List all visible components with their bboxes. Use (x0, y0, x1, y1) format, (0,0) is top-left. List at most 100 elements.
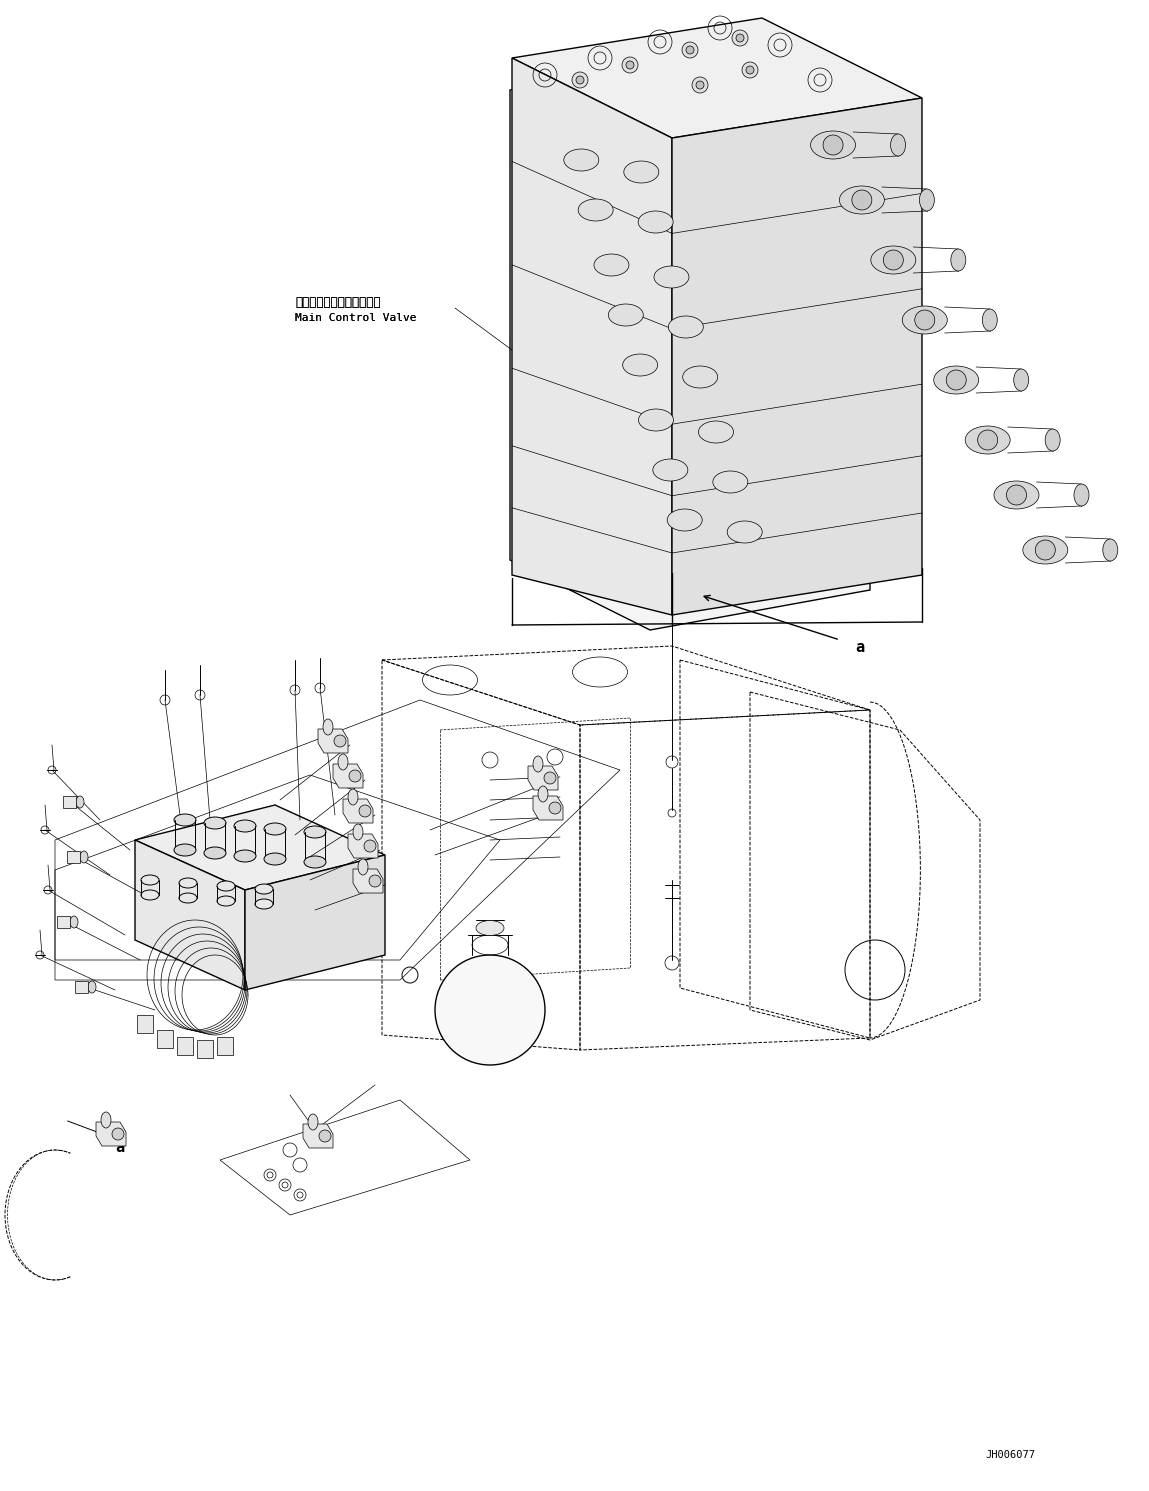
Circle shape (978, 429, 997, 450)
Circle shape (851, 189, 872, 210)
Text: メインコントロールバルブ: メインコントロールバルブ (295, 297, 380, 309)
Ellipse shape (902, 306, 947, 334)
Ellipse shape (951, 249, 966, 271)
Circle shape (823, 136, 843, 155)
Circle shape (369, 875, 381, 887)
Circle shape (686, 46, 694, 54)
Circle shape (915, 310, 935, 330)
Polygon shape (245, 854, 385, 990)
Ellipse shape (264, 853, 286, 865)
Polygon shape (137, 1015, 153, 1033)
Ellipse shape (476, 920, 504, 935)
Text: メインコントロールバルブ: メインコントロールバルブ (295, 297, 380, 309)
Ellipse shape (890, 134, 905, 157)
Circle shape (732, 30, 748, 46)
Ellipse shape (699, 420, 733, 443)
Circle shape (947, 370, 966, 391)
Ellipse shape (353, 825, 363, 839)
Ellipse shape (965, 426, 1010, 453)
Polygon shape (344, 799, 373, 823)
Ellipse shape (934, 365, 979, 394)
Ellipse shape (217, 881, 236, 892)
Polygon shape (512, 58, 672, 614)
Ellipse shape (639, 409, 673, 431)
Ellipse shape (338, 754, 348, 769)
Polygon shape (177, 1038, 193, 1056)
Circle shape (435, 956, 545, 1065)
Ellipse shape (70, 915, 78, 927)
Polygon shape (157, 1030, 173, 1048)
Ellipse shape (608, 304, 643, 327)
Text: JH006077: JH006077 (985, 1451, 1035, 1460)
Ellipse shape (668, 508, 702, 531)
Ellipse shape (234, 850, 256, 862)
Ellipse shape (1013, 368, 1028, 391)
Polygon shape (134, 805, 385, 890)
Ellipse shape (994, 482, 1039, 508)
Circle shape (622, 57, 638, 73)
Ellipse shape (1074, 485, 1089, 505)
Ellipse shape (683, 365, 718, 388)
Ellipse shape (308, 1114, 318, 1130)
Polygon shape (672, 98, 921, 614)
Ellipse shape (173, 814, 196, 826)
Ellipse shape (173, 844, 196, 856)
Ellipse shape (982, 309, 997, 331)
Ellipse shape (255, 884, 273, 895)
Ellipse shape (594, 253, 629, 276)
Polygon shape (196, 1041, 213, 1059)
Circle shape (364, 839, 376, 851)
Circle shape (884, 250, 903, 270)
Ellipse shape (217, 896, 236, 907)
Circle shape (319, 1130, 331, 1142)
Circle shape (696, 81, 704, 89)
Polygon shape (533, 796, 563, 820)
Ellipse shape (264, 823, 286, 835)
Circle shape (746, 66, 754, 75)
Polygon shape (529, 766, 558, 790)
Text: a: a (115, 1141, 124, 1156)
Ellipse shape (533, 756, 543, 772)
Ellipse shape (205, 847, 226, 859)
Ellipse shape (624, 161, 658, 183)
Polygon shape (67, 851, 80, 863)
Ellipse shape (179, 878, 196, 889)
Polygon shape (333, 763, 363, 789)
Ellipse shape (141, 875, 159, 886)
Polygon shape (303, 1124, 333, 1148)
Circle shape (549, 802, 561, 814)
Ellipse shape (76, 796, 84, 808)
Circle shape (626, 61, 634, 69)
Ellipse shape (653, 459, 688, 482)
Circle shape (576, 76, 584, 83)
Polygon shape (75, 981, 88, 993)
Ellipse shape (141, 890, 159, 901)
Text: Main Control Valve: Main Control Valve (295, 313, 416, 324)
Ellipse shape (564, 149, 599, 171)
Ellipse shape (919, 189, 934, 212)
Polygon shape (97, 1123, 126, 1147)
Ellipse shape (348, 789, 358, 805)
Ellipse shape (205, 817, 226, 829)
Ellipse shape (712, 471, 748, 494)
Circle shape (111, 1129, 124, 1141)
Ellipse shape (101, 1112, 111, 1129)
Polygon shape (510, 51, 870, 631)
Ellipse shape (88, 981, 97, 993)
Ellipse shape (578, 198, 614, 221)
Ellipse shape (179, 893, 196, 904)
Ellipse shape (638, 212, 673, 233)
Ellipse shape (358, 859, 368, 875)
Ellipse shape (304, 856, 326, 868)
Circle shape (1007, 485, 1026, 505)
Ellipse shape (323, 719, 333, 735)
Polygon shape (217, 1038, 233, 1056)
Ellipse shape (538, 786, 548, 802)
Ellipse shape (840, 186, 885, 215)
Polygon shape (57, 915, 70, 927)
Polygon shape (353, 869, 383, 893)
Ellipse shape (810, 131, 856, 160)
Ellipse shape (654, 265, 689, 288)
Ellipse shape (80, 851, 88, 863)
Circle shape (737, 34, 745, 42)
